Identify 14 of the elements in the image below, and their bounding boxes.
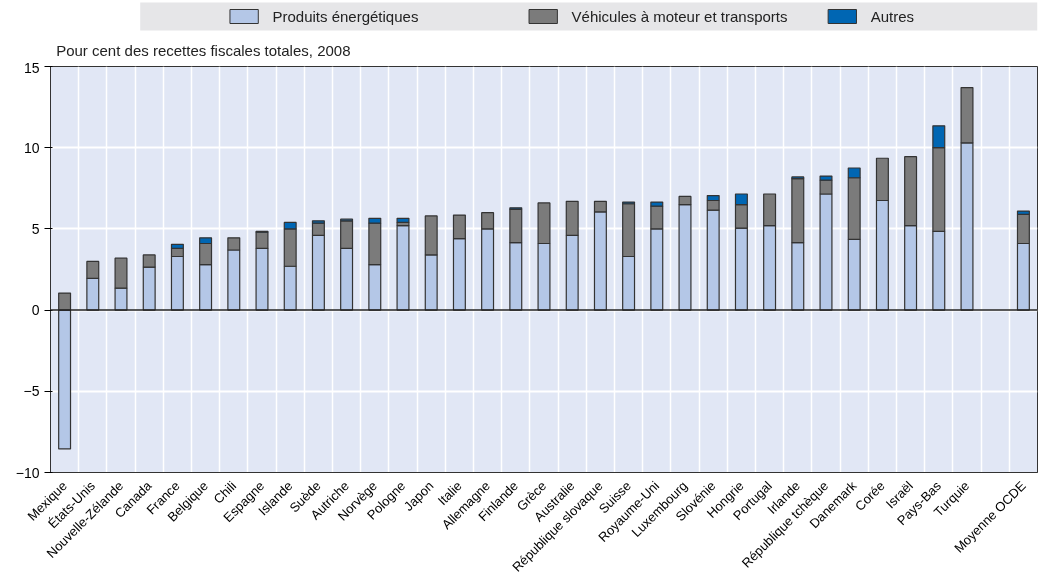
y-axis-title: Pour cent des recettes fiscales totales, 2008	[56, 42, 351, 59]
y-tick-label: −10	[15, 464, 40, 481]
legend-label: Produits énergétiques	[272, 8, 419, 25]
legend-label: Autres	[870, 8, 914, 25]
bar	[396, 225, 410, 311]
bar	[58, 309, 72, 450]
y-tick-label: 15	[23, 59, 40, 76]
legend-label: Véhicules à moteur et transports	[571, 8, 788, 25]
y-tick-label: −5	[23, 383, 40, 400]
y-tick-label: 0	[31, 302, 40, 319]
y-tick-label: 5	[31, 220, 40, 237]
bar	[58, 292, 72, 311]
y-tick-label: 10	[23, 139, 40, 156]
bar	[396, 217, 410, 223]
